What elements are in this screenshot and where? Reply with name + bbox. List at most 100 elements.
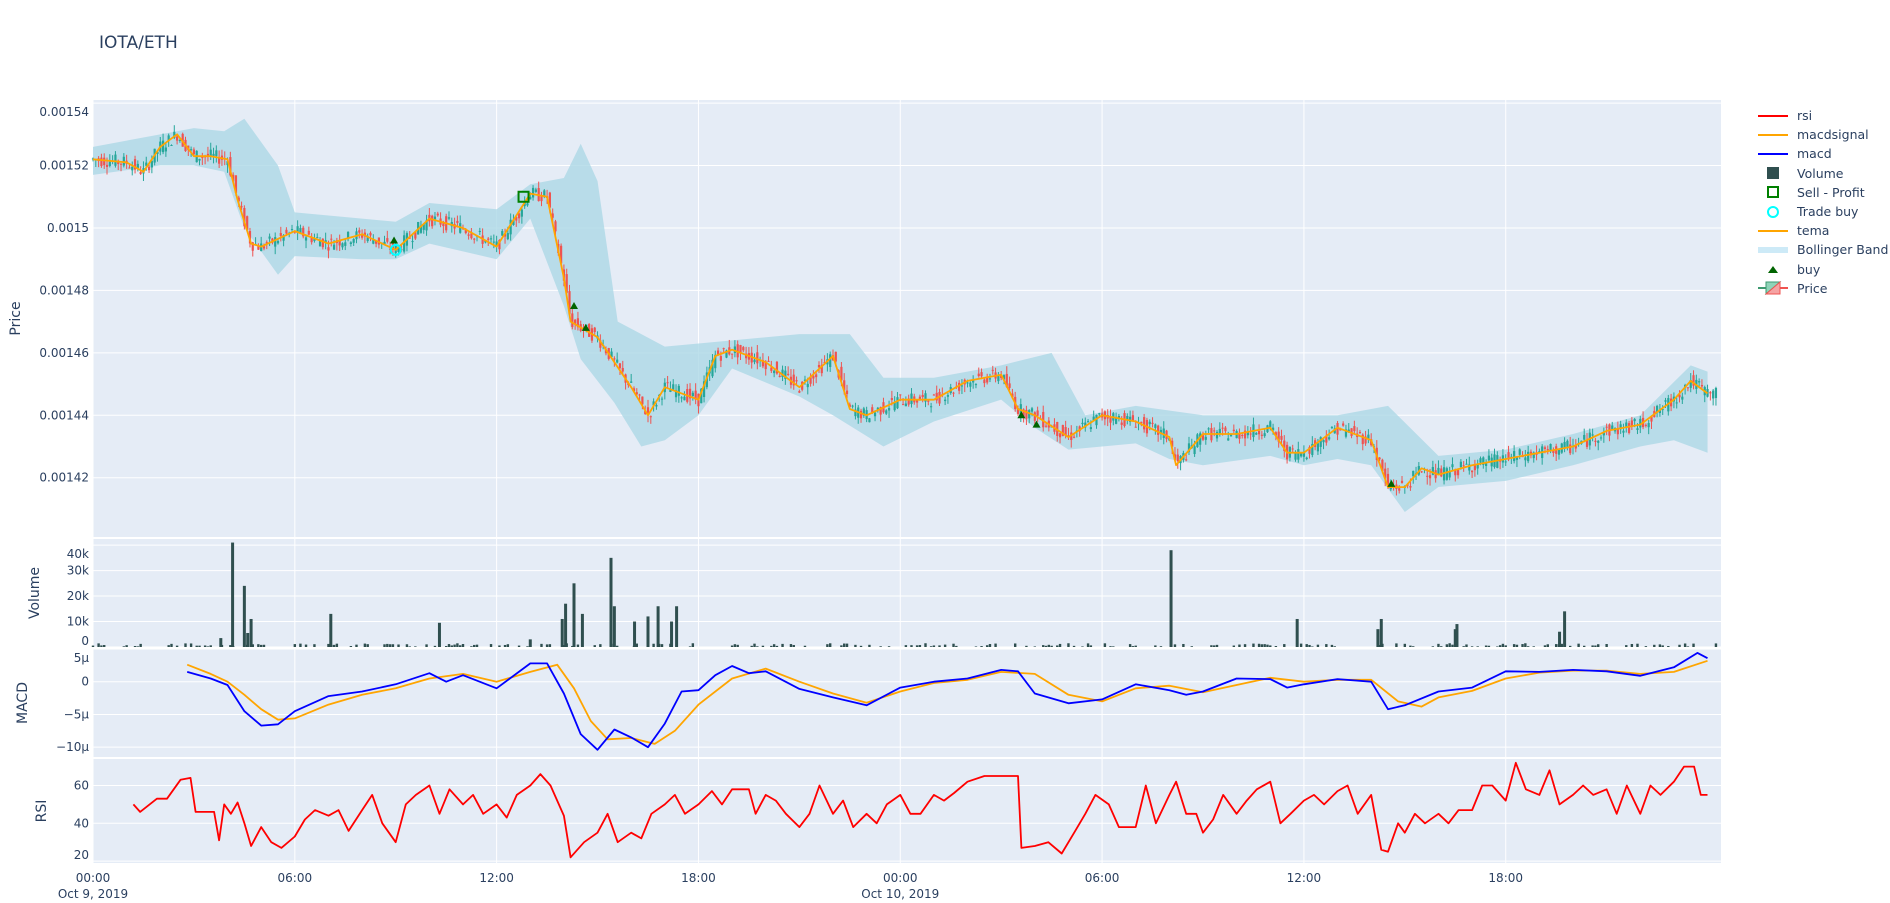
candle-body [873, 412, 877, 417]
volume-bar [1109, 646, 1112, 647]
volume-bar [470, 646, 473, 647]
candle-body [1650, 416, 1653, 422]
legend-item-bollinger-band[interactable]: Bollinger Band [1757, 240, 1888, 259]
candle-body [386, 238, 389, 242]
legend-item-macd[interactable]: macd [1757, 144, 1888, 163]
axis-title-rsi: RSI [34, 800, 50, 823]
candle-body [543, 190, 546, 197]
y-tick-label: 20 [74, 848, 89, 862]
volume-bar [1521, 644, 1524, 647]
candle-body [899, 394, 902, 396]
candle-body [1681, 396, 1684, 400]
volume-bar [612, 606, 616, 647]
legend-item-tema[interactable]: tema [1757, 221, 1888, 240]
volume-bar [792, 645, 795, 647]
volume-bar [803, 645, 807, 647]
candle-body [1263, 433, 1266, 437]
legend-item-price[interactable]: Price [1757, 279, 1888, 298]
candle-body [1325, 435, 1328, 443]
candle-body [1675, 402, 1678, 404]
volume-bar [1636, 643, 1639, 647]
volume-bar [1308, 644, 1311, 647]
candle-body [1022, 409, 1025, 418]
candle-body [548, 192, 551, 208]
candle-body [778, 375, 781, 377]
candle-body [122, 156, 125, 166]
volume-bar [826, 644, 829, 647]
buy-marker [1032, 420, 1041, 428]
candle-body [1532, 452, 1535, 459]
candle-body [1243, 430, 1247, 439]
volume-bar [1044, 645, 1048, 647]
panel-bg-volume [93, 539, 1721, 647]
volume-bar [910, 645, 913, 647]
volume-bar [103, 645, 106, 647]
candle-body [108, 161, 111, 166]
candle-body [1171, 440, 1174, 447]
y-tick-label: 30k [67, 564, 89, 578]
candle-body [1067, 435, 1070, 437]
candle-body [921, 394, 924, 398]
candle-body [930, 406, 933, 408]
candle-body [1686, 387, 1690, 389]
candle-body [464, 229, 467, 234]
volume-bar [854, 644, 857, 647]
candle-body [730, 353, 734, 355]
volume-bar [198, 645, 201, 647]
candle-body [167, 135, 170, 141]
volume-bar [1558, 631, 1562, 647]
legend-item-volume[interactable]: Volume [1757, 164, 1888, 183]
y-tick-label: 40k [67, 547, 89, 561]
candle-body [1563, 441, 1566, 449]
candle-body [411, 241, 414, 243]
candle-body [1319, 437, 1322, 447]
volume-bar [1173, 644, 1177, 647]
legend-item-trade-buy[interactable]: Trade buy [1757, 202, 1888, 221]
volume-bar [136, 646, 140, 647]
legend-item-rsi[interactable]: rsi [1757, 106, 1888, 125]
legend-label: macd [1797, 146, 1832, 162]
candle-body [285, 229, 288, 234]
candle-body [655, 405, 658, 407]
candle-body [473, 238, 476, 240]
candle-body [526, 203, 529, 206]
volume-bar [652, 643, 655, 647]
candle-body [803, 379, 807, 381]
volume-bar [1395, 643, 1398, 647]
candle-body [887, 407, 891, 411]
volume-bar [1484, 645, 1488, 647]
candle-body [1389, 486, 1392, 490]
volume-bar [756, 646, 759, 647]
x-tick-label: 18:00 [681, 871, 716, 885]
candle-body [1636, 428, 1639, 430]
candle-body [523, 202, 526, 207]
candle-body [232, 174, 235, 182]
candle-body [1456, 469, 1460, 476]
legend-item-macdsignal[interactable]: macdsignal [1757, 125, 1888, 144]
candle-body [240, 206, 243, 208]
axis-title-macd: MACD [15, 682, 31, 724]
candle-body [1698, 381, 1701, 383]
legend-item-buy[interactable]: buy [1757, 260, 1888, 279]
candle-body [1499, 460, 1502, 462]
candle-body [215, 150, 218, 157]
volume-bar [635, 643, 638, 647]
legend-label: Trade buy [1797, 204, 1859, 220]
candle-body [1176, 454, 1179, 462]
panel-bg-rsi [93, 759, 1721, 863]
candle-body [246, 216, 249, 230]
candle-body [991, 369, 994, 371]
candle-body [1605, 426, 1608, 428]
candle-body [988, 378, 992, 380]
y-tick-label: 0.00142 [39, 471, 89, 485]
candle-body [332, 244, 336, 250]
candle-body [327, 247, 330, 251]
candle-body [798, 391, 801, 393]
legend-item-sell-profit[interactable]: Sell - Profit [1757, 183, 1888, 202]
candle-body [1157, 425, 1160, 435]
candle-body [1134, 426, 1137, 428]
candle-body [1064, 427, 1067, 436]
volume-bar [859, 645, 863, 647]
candle-body [560, 245, 563, 264]
